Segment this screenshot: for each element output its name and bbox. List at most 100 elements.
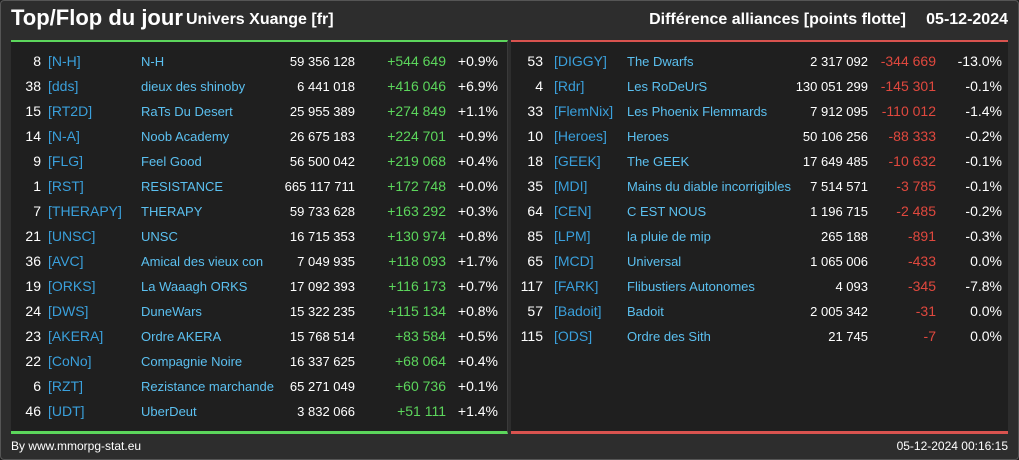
alliance-name[interactable]: la pluie de mip — [627, 229, 711, 244]
alliance-tag[interactable]: [CoNo] — [48, 353, 92, 369]
alliance-name[interactable]: RESISTANCE — [141, 179, 224, 194]
alliance-tag[interactable]: [LPM] — [554, 228, 591, 244]
alliance-rank: 38 — [25, 78, 41, 94]
percent-change: -0.1% — [965, 153, 1002, 169]
alliance-tag[interactable]: [MCD] — [554, 253, 594, 269]
alliance-name[interactable]: Amical des vieux con — [141, 254, 264, 269]
alliance-tag[interactable]: [DIGGY] — [554, 53, 607, 69]
alliance-tag[interactable]: [Rdr] — [554, 78, 585, 94]
alliance-tag[interactable]: [N-H] — [48, 53, 81, 69]
flop-row: 115 [ODS] Ordre des Sith 21 745 -7 0.0% — [511, 324, 1008, 349]
alliance-tag[interactable]: [CEN] — [554, 203, 592, 219]
alliance-name[interactable]: N-H — [141, 54, 165, 69]
alliance-points: 59 356 128 — [289, 54, 355, 69]
percent-change: 0.0% — [970, 303, 1002, 319]
alliance-name[interactable]: La Waaagh ORKS — [141, 279, 248, 294]
alliance-name[interactable]: Heroes — [627, 129, 669, 144]
top-row: 21 [UNSC] UNSC 16 715 353 +130 974 +0.8% — [11, 224, 508, 249]
percent-change: +1.4% — [457, 403, 498, 419]
flop-row: 53 [DIGGY] The Dwarfs 2 317 092 -344 669 -13.… — [511, 49, 1008, 74]
alliance-name[interactable]: Feel Good — [141, 154, 202, 169]
alliance-tag[interactable]: [DWS] — [48, 303, 89, 319]
alliance-tag[interactable]: [UNSC] — [48, 228, 96, 244]
alliance-tag[interactable]: [ORKS] — [48, 278, 96, 294]
points-difference: -433 — [907, 253, 936, 269]
alliance-name[interactable]: Mains du diable incorrigibles — [627, 179, 792, 194]
alliance-points: 7 912 095 — [810, 104, 868, 119]
alliance-points: 1 065 006 — [810, 254, 868, 269]
header: Top/Flop du jour Univers Xuange [fr] Dif… — [0, 0, 1019, 40]
alliance-tag[interactable]: [RZT] — [48, 378, 83, 394]
alliance-points: 1 196 715 — [810, 204, 868, 219]
alliance-name[interactable]: The Dwarfs — [627, 54, 694, 69]
points-difference: +51 111 — [397, 403, 446, 419]
points-difference: -88 333 — [888, 128, 936, 144]
alliance-tag[interactable]: [RT2D] — [48, 103, 93, 119]
alliance-tag[interactable]: [AKERA] — [48, 328, 104, 344]
alliance-rank: 18 — [527, 153, 543, 169]
alliance-tag[interactable]: [GEEK] — [554, 153, 601, 169]
alliance-name[interactable]: Rezistance marchande — [141, 379, 274, 394]
alliance-tag[interactable]: [N-A] — [48, 128, 80, 144]
alliance-tag[interactable]: [Heroes] — [554, 128, 607, 144]
alliance-rank: 36 — [25, 253, 41, 269]
alliance-name[interactable]: RaTs Du Desert — [141, 104, 233, 119]
alliance-name[interactable]: Ordre des Sith — [627, 329, 711, 344]
alliance-tag[interactable]: [FLG] — [48, 153, 84, 169]
alliance-rank: 23 — [25, 328, 41, 344]
alliance-tag[interactable]: [Badoit] — [554, 303, 602, 319]
points-difference: +60 736 — [395, 378, 446, 394]
alliance-name[interactable]: Universal — [627, 254, 682, 269]
alliance-name[interactable]: Les Phoenix Flemmards — [627, 104, 768, 119]
alliance-name[interactable]: Ordre AKERA — [141, 329, 222, 344]
alliance-rank: 22 — [25, 353, 41, 369]
alliance-rank: 24 — [25, 303, 41, 319]
percent-change: 0.0% — [970, 253, 1002, 269]
alliance-name[interactable]: Noob Academy — [141, 129, 230, 144]
alliance-rank: 35 — [527, 178, 543, 194]
points-difference: -345 — [907, 278, 936, 294]
points-difference: +163 292 — [387, 203, 446, 219]
alliance-points: 665 117 711 — [284, 179, 355, 194]
points-difference: +116 173 — [388, 278, 446, 294]
alliance-points: 17 092 393 — [289, 279, 355, 294]
alliance-points: 17 649 485 — [802, 154, 868, 169]
alliance-tag[interactable]: [THERAPY] — [48, 203, 122, 219]
percent-change: +0.9% — [457, 128, 498, 144]
top-row: 22 [CoNo] Compagnie Noire 16 337 625 +68 064… — [11, 349, 508, 374]
points-difference: +115 134 — [388, 303, 446, 319]
alliance-rank: 4 — [535, 78, 543, 94]
alliance-name[interactable]: Compagnie Noire — [141, 354, 243, 369]
alliance-tag[interactable]: [UDT] — [48, 403, 85, 419]
alliance-name[interactable]: dieux des shinoby — [141, 79, 246, 94]
alliance-name[interactable]: Les RoDeUrS — [627, 79, 708, 94]
points-difference: -110 012 — [881, 103, 936, 119]
percent-change: +0.8% — [457, 228, 498, 244]
percent-change: -0.2% — [965, 128, 1002, 144]
alliance-name[interactable]: Flibustiers Autonomes — [627, 279, 755, 294]
alliance-name[interactable]: Badoit — [627, 304, 664, 319]
alliance-name[interactable]: THERAPY — [141, 204, 203, 219]
alliance-points: 15 322 235 — [289, 304, 355, 319]
alliance-tag[interactable]: [dds] — [48, 78, 79, 94]
alliance-tag[interactable]: [AVC] — [48, 253, 84, 269]
alliance-name[interactable]: C EST NOUS — [627, 204, 707, 219]
alliance-points: 7 514 571 — [810, 179, 868, 194]
percent-change: +0.5% — [457, 328, 498, 344]
alliance-rank: 1 — [33, 178, 41, 194]
alliance-tag[interactable]: [FlemNix] — [554, 103, 614, 119]
percent-change: +6.9% — [457, 78, 498, 94]
alliance-tag[interactable]: [FARK] — [554, 278, 599, 294]
flop-row: 10 [Heroes] Heroes 50 106 256 -88 333 -0.2% — [511, 124, 1008, 149]
alliance-name[interactable]: UberDeut — [141, 404, 197, 419]
alliance-points: 26 675 183 — [289, 129, 355, 144]
alliance-tag[interactable]: [ODS] — [554, 328, 593, 344]
alliance-name[interactable]: The GEEK — [627, 154, 690, 169]
alliance-rank: 8 — [33, 53, 41, 69]
alliance-tag[interactable]: [RST] — [48, 178, 84, 194]
points-difference: +219 068 — [387, 153, 446, 169]
alliance-name[interactable]: DuneWars — [141, 304, 202, 319]
alliance-name[interactable]: UNSC — [141, 229, 178, 244]
top-row: 14 [N-A] Noob Academy 26 675 183 +224 701 +0.… — [11, 124, 508, 149]
alliance-tag[interactable]: [MDI] — [554, 178, 588, 194]
